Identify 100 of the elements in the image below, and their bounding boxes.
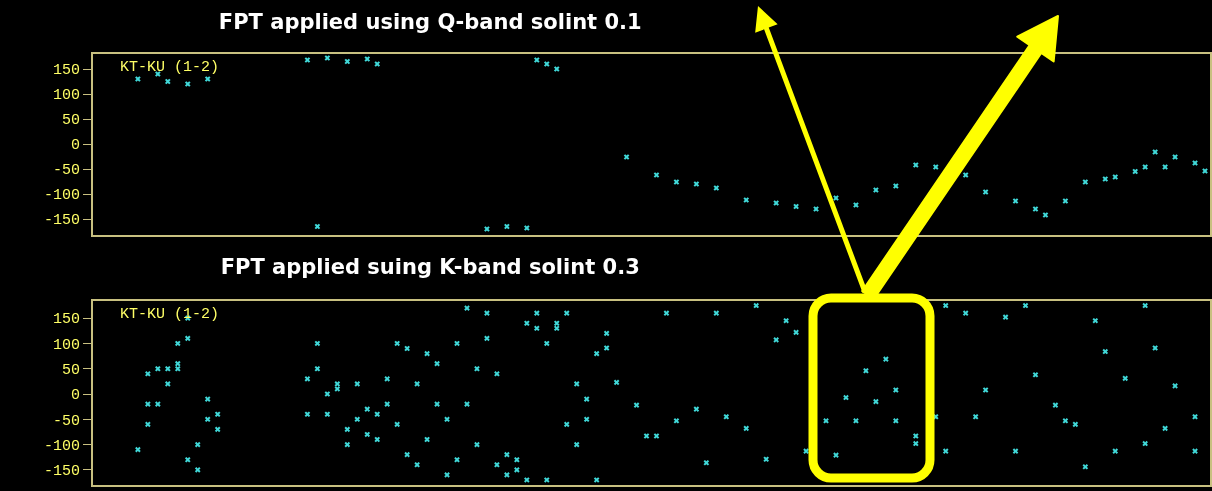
point bbox=[853, 202, 859, 208]
point bbox=[444, 416, 450, 423]
y-tick-label: 100 bbox=[52, 336, 80, 354]
point bbox=[504, 223, 510, 230]
y-tick-label: 150 bbox=[52, 62, 80, 80]
point bbox=[1162, 164, 1168, 170]
point bbox=[464, 401, 470, 407]
point bbox=[1132, 168, 1139, 175]
point bbox=[494, 461, 500, 468]
point bbox=[533, 57, 540, 63]
y-tick-label: 50 bbox=[61, 361, 80, 379]
point bbox=[524, 225, 530, 231]
point bbox=[743, 197, 750, 203]
point bbox=[603, 345, 610, 351]
point bbox=[543, 61, 550, 67]
point bbox=[155, 401, 161, 407]
point bbox=[1152, 149, 1158, 155]
point bbox=[484, 226, 490, 232]
point bbox=[893, 183, 899, 189]
point bbox=[1192, 160, 1198, 166]
point bbox=[693, 181, 700, 187]
y-tick-label: 0 bbox=[70, 387, 80, 405]
point bbox=[334, 386, 341, 392]
y-tick-label: -150 bbox=[43, 463, 80, 481]
point bbox=[424, 436, 430, 443]
point bbox=[773, 200, 779, 206]
point bbox=[324, 55, 331, 61]
point bbox=[962, 172, 969, 178]
point bbox=[1192, 448, 1198, 454]
point bbox=[184, 81, 191, 87]
point bbox=[414, 461, 420, 468]
point bbox=[454, 456, 460, 463]
point bbox=[873, 187, 879, 193]
point bbox=[344, 441, 351, 448]
y-tick-label: 150 bbox=[52, 311, 80, 329]
point bbox=[344, 58, 351, 65]
point bbox=[504, 472, 510, 478]
point bbox=[912, 162, 919, 168]
point bbox=[912, 440, 919, 447]
point bbox=[833, 195, 839, 201]
point bbox=[1142, 164, 1148, 170]
point bbox=[164, 365, 171, 372]
chart-title: FPT applied suing K-band solint 0.3 bbox=[220, 255, 640, 280]
point bbox=[583, 416, 590, 423]
point bbox=[174, 365, 181, 372]
point bbox=[713, 185, 720, 191]
point bbox=[813, 206, 819, 212]
point bbox=[145, 370, 151, 377]
y-tick-label: 0 bbox=[70, 137, 80, 155]
point bbox=[155, 71, 161, 77]
point bbox=[1112, 174, 1119, 180]
point bbox=[543, 340, 550, 347]
point bbox=[514, 467, 520, 473]
point bbox=[593, 477, 600, 483]
point bbox=[145, 401, 151, 407]
point bbox=[354, 381, 361, 387]
point bbox=[404, 451, 410, 458]
annotation: KT-KU (1-2) bbox=[120, 306, 220, 323]
point bbox=[553, 325, 560, 332]
point bbox=[434, 360, 440, 367]
y-tick-label: -50 bbox=[52, 412, 80, 430]
point bbox=[893, 417, 899, 424]
point bbox=[374, 411, 381, 418]
point bbox=[164, 78, 171, 85]
point bbox=[394, 421, 400, 428]
point bbox=[1202, 168, 1208, 174]
annotation: KT-KU (1-2) bbox=[120, 59, 220, 76]
y-tick-label: -150 bbox=[43, 212, 80, 230]
point bbox=[314, 365, 321, 372]
point bbox=[563, 421, 570, 428]
point bbox=[533, 325, 540, 332]
point bbox=[324, 411, 331, 418]
point bbox=[573, 381, 580, 387]
y-tick-label: -50 bbox=[52, 162, 80, 180]
point bbox=[384, 401, 391, 407]
point bbox=[942, 448, 949, 454]
point bbox=[1102, 176, 1109, 182]
y-tick-label: -100 bbox=[43, 187, 80, 205]
y-tick-label: 50 bbox=[61, 112, 80, 130]
point bbox=[793, 203, 799, 210]
y-tick-label: 100 bbox=[52, 87, 80, 105]
point bbox=[1062, 198, 1069, 204]
point bbox=[194, 441, 201, 448]
point bbox=[364, 56, 371, 62]
point bbox=[204, 396, 211, 402]
point bbox=[1142, 440, 1148, 447]
point bbox=[364, 431, 371, 438]
point bbox=[1172, 154, 1178, 160]
point bbox=[204, 76, 211, 82]
point bbox=[135, 76, 141, 82]
chart-title: FPT applied using Q-band solint 0.1 bbox=[218, 10, 642, 35]
y-tick-label: -100 bbox=[43, 437, 80, 455]
point bbox=[314, 223, 321, 230]
point bbox=[184, 456, 191, 463]
point bbox=[374, 61, 381, 67]
point bbox=[553, 66, 560, 72]
point bbox=[524, 320, 530, 327]
point bbox=[982, 189, 989, 195]
point bbox=[1082, 179, 1089, 185]
point bbox=[932, 164, 939, 170]
